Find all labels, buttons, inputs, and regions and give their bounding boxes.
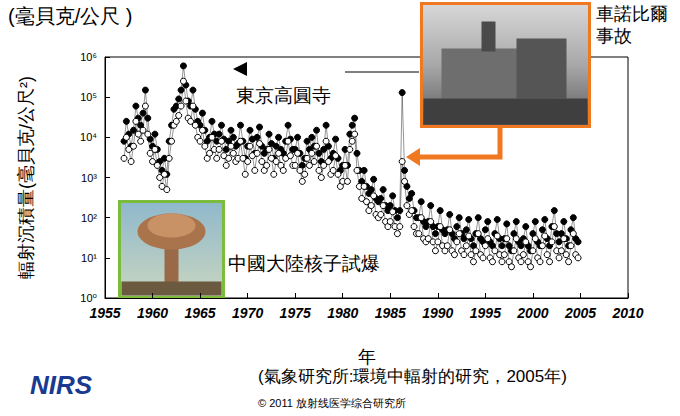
svg-text:2010: 2010: [611, 305, 643, 321]
svg-text:© 2011 放射线医学综合研究所: © 2011 放射线医学综合研究所: [258, 397, 406, 409]
svg-text:10³: 10³: [81, 172, 97, 184]
svg-text:10⁴: 10⁴: [80, 131, 97, 143]
svg-text:(氣象研究所:環境中輻射的研究，2005年): (氣象研究所:環境中輻射的研究，2005年): [258, 367, 567, 386]
svg-text:2000: 2000: [516, 305, 548, 321]
svg-text:1975: 1975: [280, 305, 311, 321]
svg-text:1955: 1955: [89, 305, 120, 321]
svg-text:東京高圓寺: 東京高圓寺: [236, 85, 331, 106]
svg-text:NIRS: NIRS: [30, 370, 93, 400]
svg-text:1970: 1970: [232, 305, 263, 321]
svg-text:10⁰: 10⁰: [80, 292, 97, 304]
svg-text:2005: 2005: [564, 305, 596, 321]
svg-text:1995: 1995: [470, 305, 501, 321]
svg-text:10¹: 10¹: [81, 252, 97, 264]
svg-text:年: 年: [358, 347, 376, 367]
svg-text:1980: 1980: [327, 305, 358, 321]
svg-text:1990: 1990: [422, 305, 453, 321]
svg-text:中國大陸核子試爆: 中國大陸核子試爆: [228, 253, 380, 274]
svg-text:(毫貝克/公尺 ): (毫貝克/公尺 ): [8, 5, 132, 27]
svg-text:1960: 1960: [137, 305, 168, 321]
svg-text:10⁵: 10⁵: [80, 91, 97, 103]
svg-text:10⁶: 10⁶: [80, 51, 97, 63]
svg-text:1985: 1985: [375, 305, 406, 321]
svg-text:1965: 1965: [185, 305, 216, 321]
svg-text:車諾比爾: 車諾比爾: [596, 4, 668, 24]
svg-text:事故: 事故: [596, 26, 632, 46]
svg-text:10²: 10²: [81, 212, 97, 224]
svg-text:輻射沉積量(毫貝克/公尺²): 輻射沉積量(毫貝克/公尺²): [16, 76, 36, 279]
